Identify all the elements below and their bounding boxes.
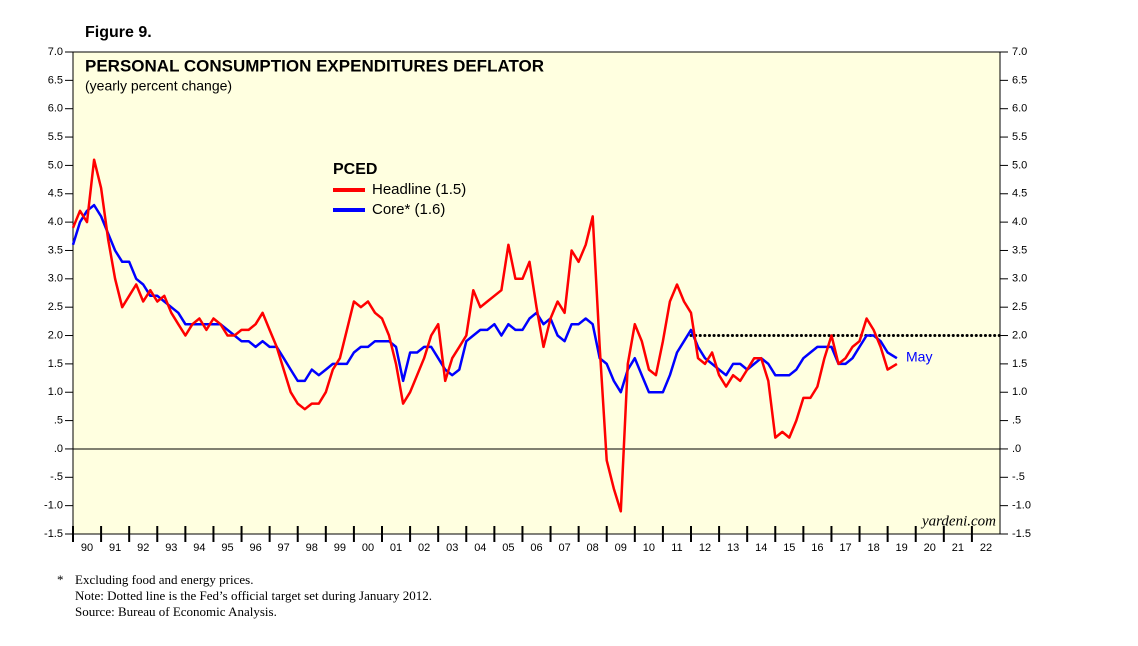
y-tick-label: 7.0 (48, 46, 63, 58)
x-tick-label: 17 (839, 542, 851, 554)
x-tick-label: 98 (306, 542, 318, 554)
chart-title: PERSONAL CONSUMPTION EXPENDITURES DEFLAT… (85, 56, 544, 75)
x-tick-label: 99 (334, 542, 346, 554)
y-tick-label: 2.5 (48, 301, 63, 313)
x-tick-label: 12 (699, 542, 711, 554)
y-tick-label: 4.0 (1012, 216, 1027, 228)
y-tick-label: 7.0 (1012, 46, 1027, 58)
y-tick-label: -1.0 (44, 500, 63, 512)
y-tick-label: .0 (1012, 443, 1021, 455)
x-tick-label: 15 (783, 542, 795, 554)
x-tick-label: 18 (867, 542, 879, 554)
y-tick-label: 2.0 (1012, 329, 1027, 341)
x-tick-label: 00 (362, 542, 374, 554)
y-tick-label: 5.0 (48, 159, 63, 171)
y-tick-label: 3.0 (48, 273, 63, 285)
y-tick-label: 4.5 (48, 188, 63, 200)
y-tick-label: 6.5 (48, 74, 63, 86)
footnote: Note: Dotted line is the Fed’s official … (75, 588, 432, 603)
x-tick-label: 04 (474, 542, 486, 554)
y-tick-label: 4.5 (1012, 188, 1027, 200)
x-tick-label: 14 (755, 542, 767, 554)
x-tick-label: 07 (558, 542, 570, 554)
footnote: Excluding food and energy prices. (75, 572, 253, 587)
y-tick-label: -.5 (50, 471, 63, 483)
x-tick-label: 02 (418, 542, 430, 554)
x-tick-label: 21 (952, 542, 964, 554)
x-tick-label: 95 (221, 542, 233, 554)
y-tick-label: -1.5 (1012, 528, 1031, 540)
y-tick-label: 6.5 (1012, 74, 1027, 86)
y-tick-label: .0 (54, 443, 63, 455)
y-tick-label: 1.0 (1012, 386, 1027, 398)
footnote: Source: Bureau of Economic Analysis. (75, 604, 277, 619)
y-tick-label: 2.5 (1012, 301, 1027, 313)
x-tick-label: 90 (81, 542, 93, 554)
x-tick-label: 03 (446, 542, 458, 554)
y-tick-label: 1.5 (1012, 358, 1027, 370)
x-tick-label: 10 (643, 542, 655, 554)
x-tick-label: 19 (896, 542, 908, 554)
y-tick-label: -1.5 (44, 528, 63, 540)
y-tick-label: .5 (54, 414, 63, 426)
y-tick-label: -1.0 (1012, 500, 1031, 512)
y-tick-label: 3.5 (1012, 244, 1027, 256)
plot-area (72, 51, 1001, 535)
y-tick-label: 5.0 (1012, 159, 1027, 171)
x-tick-label: 93 (165, 542, 177, 554)
x-tick-label: 22 (980, 542, 992, 554)
y-tick-label: 4.0 (48, 216, 63, 228)
y-tick-label: 1.0 (48, 386, 63, 398)
x-tick-label: 11 (671, 542, 682, 554)
y-tick-label: 3.0 (1012, 273, 1027, 285)
figure-label: Figure 9. (85, 24, 152, 41)
y-tick-label: .5 (1012, 414, 1021, 426)
x-tick-label: 20 (924, 542, 936, 554)
x-tick-label: 01 (390, 542, 402, 554)
x-tick-label: 05 (502, 542, 514, 554)
series-line (71, 158, 898, 513)
watermark: yardeni.com (920, 513, 996, 529)
y-tick-label: 5.5 (48, 131, 63, 143)
legend-label: Headline (1.5) (372, 181, 466, 198)
y-tick-label: 5.5 (1012, 131, 1027, 143)
annotation: May (906, 349, 932, 365)
x-tick-label: 16 (811, 542, 823, 554)
y-tick-label: 6.0 (1012, 103, 1027, 115)
x-tick-label: 91 (109, 542, 121, 554)
x-tick-label: 06 (530, 542, 542, 554)
y-tick-label: 6.0 (48, 103, 63, 115)
y-tick-label: -.5 (1012, 471, 1025, 483)
x-tick-label: 09 (615, 542, 627, 554)
x-tick-label: 13 (727, 542, 739, 554)
x-tick-label: 08 (587, 542, 599, 554)
chart-subtitle: (yearly percent change) (85, 78, 232, 94)
legend-title: PCED (333, 161, 377, 178)
x-tick-label: 92 (137, 542, 149, 554)
x-tick-label: 97 (278, 542, 290, 554)
x-tick-label: 96 (249, 542, 261, 554)
x-tick-label: 94 (193, 542, 205, 554)
y-tick-label: 1.5 (48, 358, 63, 370)
legend-label: Core* (1.6) (372, 201, 445, 218)
footnote-marker: * (57, 572, 64, 587)
y-tick-label: 2.0 (48, 329, 63, 341)
y-tick-label: 3.5 (48, 244, 63, 256)
